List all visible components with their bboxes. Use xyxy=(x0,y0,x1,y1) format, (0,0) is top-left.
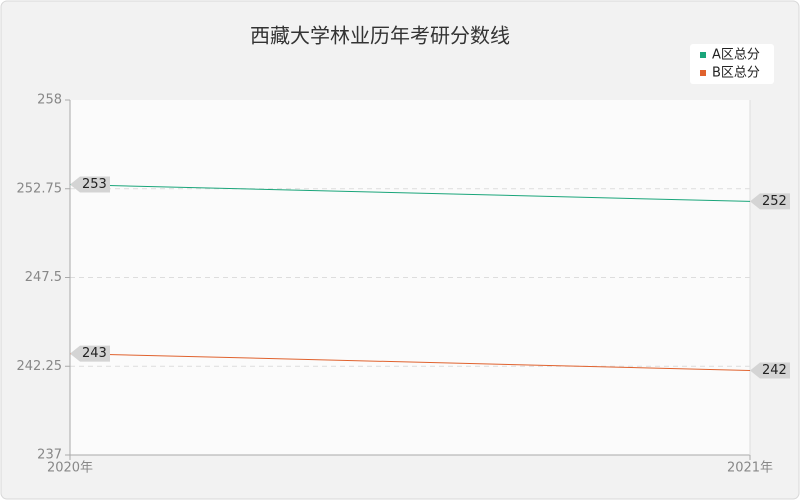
data-label-tag xyxy=(70,176,110,193)
series-line xyxy=(69,184,751,202)
legend-swatch xyxy=(700,52,706,58)
data-label-tag xyxy=(70,345,110,362)
y-tick-label: 237 xyxy=(37,448,62,463)
series-line xyxy=(69,353,751,371)
data-label: 243 xyxy=(82,346,107,361)
y-tick-label: 258 xyxy=(37,93,62,108)
x-tick-label: 2021年 xyxy=(727,461,773,476)
chart-title: 西藏大学林业历年考研分数线 xyxy=(250,24,510,48)
data-label: 253 xyxy=(82,177,107,192)
y-tick-label: 247.5 xyxy=(25,270,62,285)
legend-label: B区总分 xyxy=(712,66,760,81)
x-tick-label: 2020年 xyxy=(47,461,93,476)
plot-area xyxy=(70,100,750,455)
data-label-tag xyxy=(750,193,790,210)
data-label: 252 xyxy=(762,194,787,209)
y-tick-label: 252.75 xyxy=(17,181,63,196)
data-label-tag xyxy=(750,362,790,379)
data-label: 242 xyxy=(762,363,787,378)
legend-swatch xyxy=(700,70,706,76)
y-tick-label: 242.25 xyxy=(17,359,63,374)
legend-label: A区总分 xyxy=(712,48,760,63)
legend-box xyxy=(690,44,774,84)
